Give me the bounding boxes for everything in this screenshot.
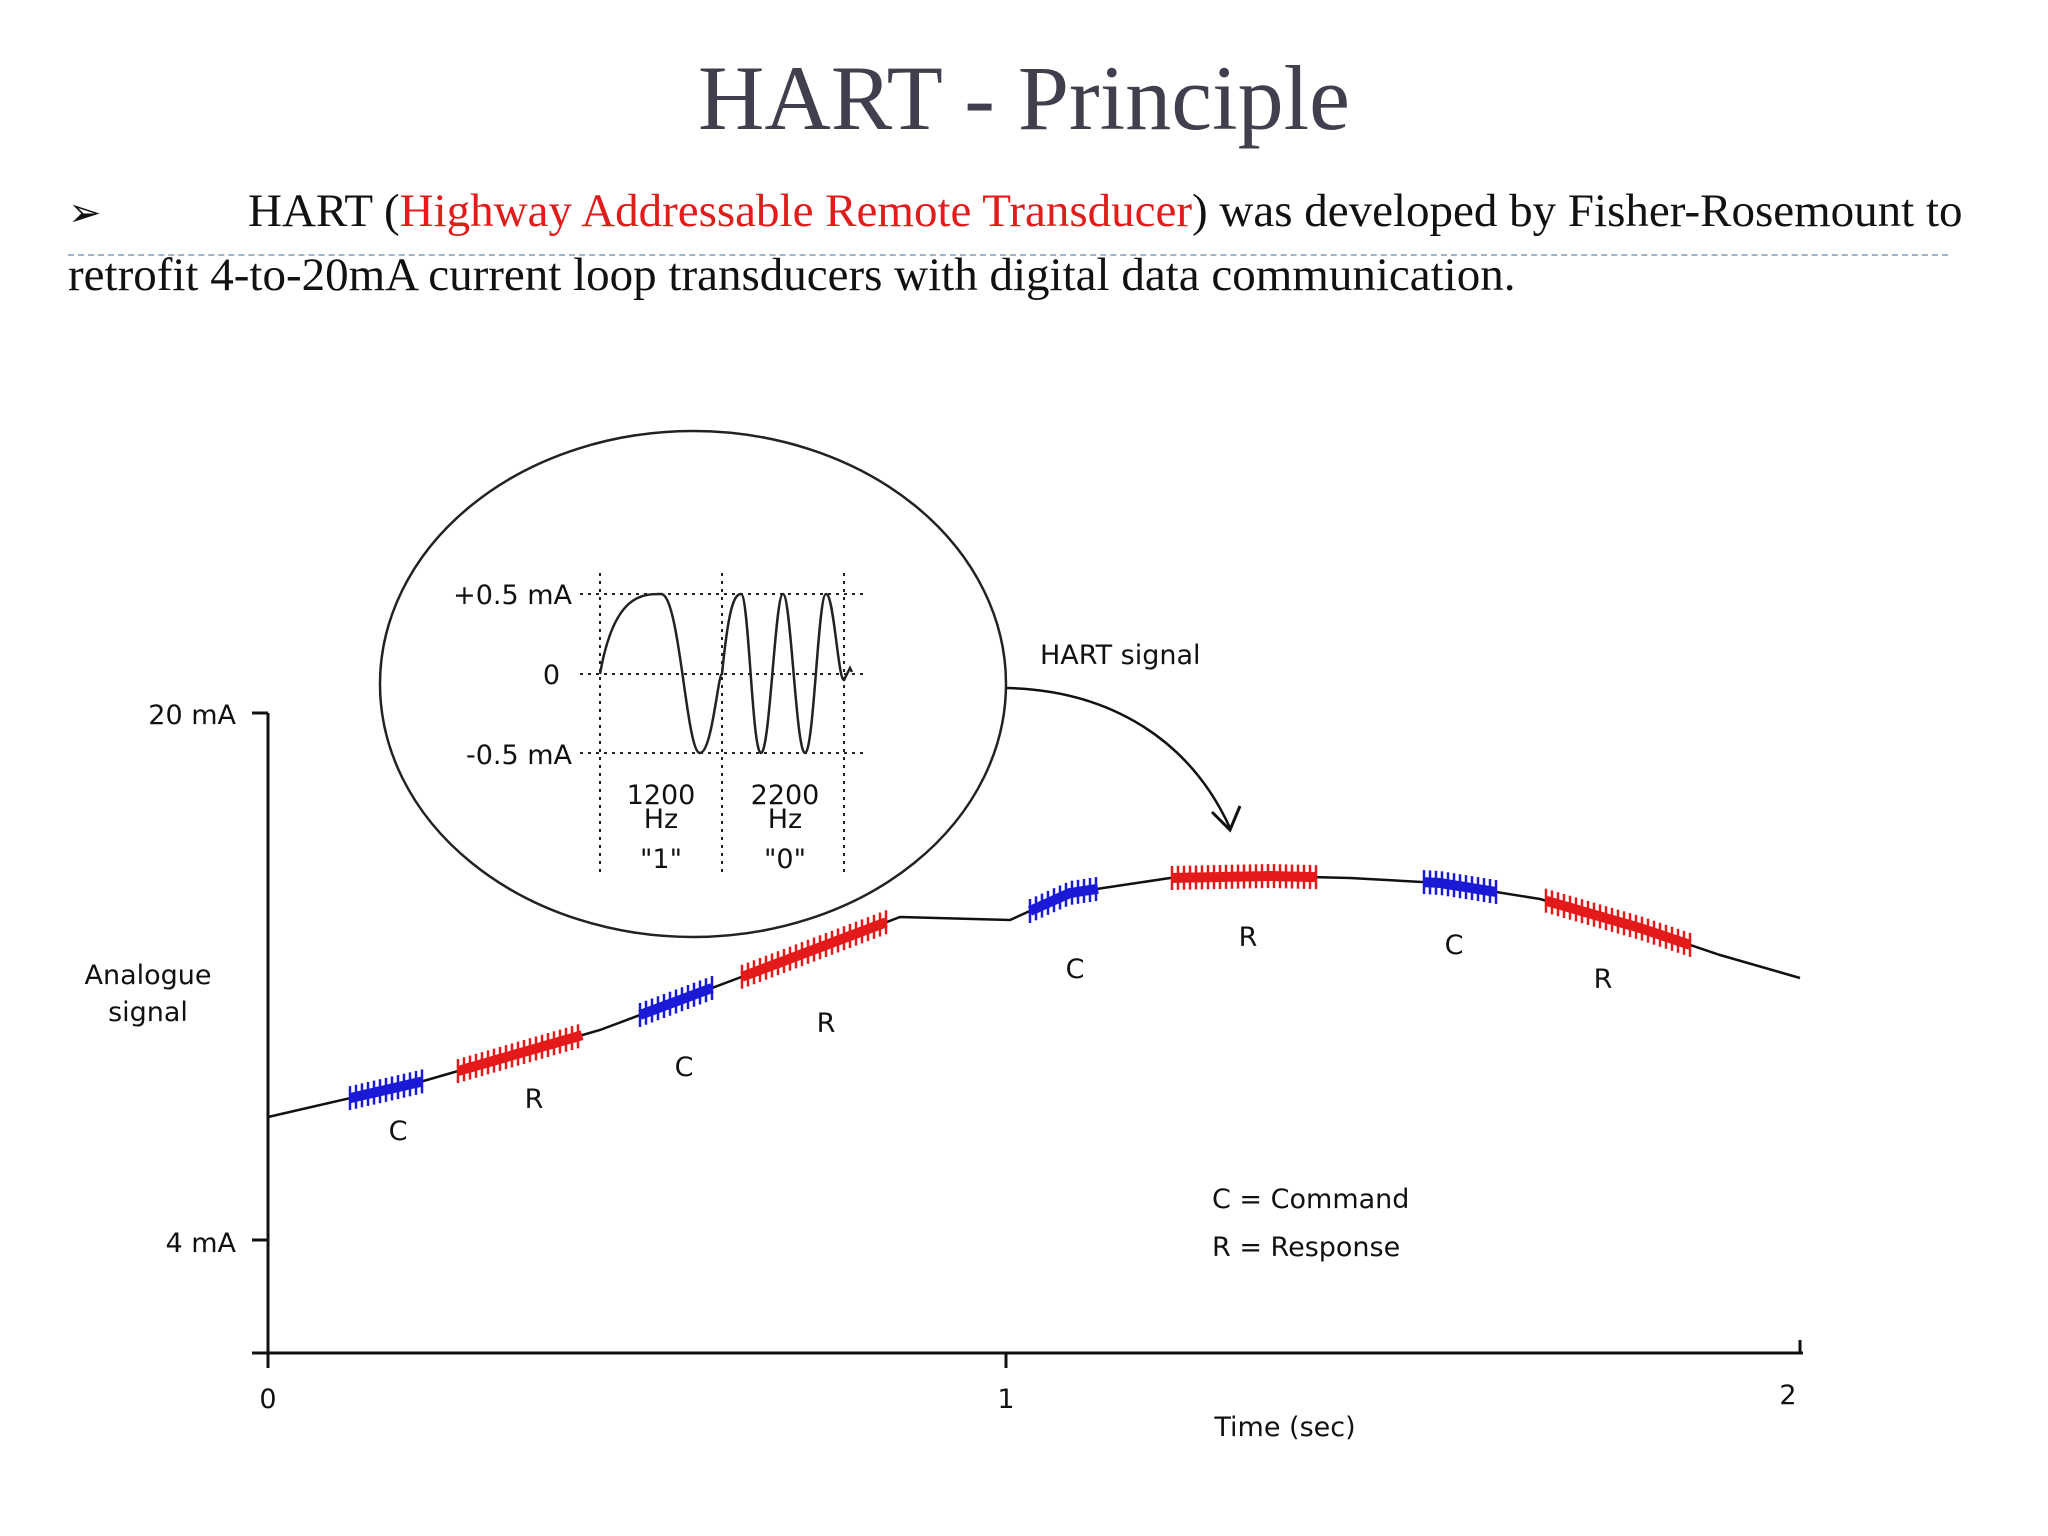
inset-label-pos: +0.5 mA xyxy=(453,580,572,611)
x-tick-label-0: 0 xyxy=(259,1384,276,1415)
response-segment-band xyxy=(456,1030,584,1076)
hart-segments: C R C R C R C R xyxy=(348,864,1692,1147)
hart-signal-callout: HART signal xyxy=(1040,640,1201,671)
bullet-paragraph: ➢ HART (Highway Addressable Remote Transd… xyxy=(68,180,1998,307)
bullet-prefix: HART ( xyxy=(248,185,400,237)
inset-gridlines xyxy=(580,573,864,873)
response-segment: R xyxy=(1170,864,1318,953)
bullet-highlight: Highway Addressable Remote Transducer xyxy=(399,185,1193,237)
x-tick-label-2: 2 xyxy=(1779,1380,1796,1411)
command-segment: C xyxy=(638,976,714,1083)
inset-label-neg: -0.5 mA xyxy=(466,740,573,771)
freq2-unit: Hz xyxy=(768,804,802,835)
y-axis-title-line1: Analogue xyxy=(84,960,211,991)
command-segment: C xyxy=(348,1069,424,1147)
freq1-value: 1200 xyxy=(627,780,696,811)
response-segment: R xyxy=(456,1024,584,1115)
y-label-4ma: 4 mA xyxy=(165,1228,236,1259)
command-segment-label: C xyxy=(389,1116,408,1147)
command-segment-label: C xyxy=(1445,930,1464,961)
bullet-suffix: ) was developed by Fisher-Rosemount to r… xyxy=(68,185,1963,301)
slide-title: HART - Principle xyxy=(697,47,1351,149)
callout-arrowhead-icon xyxy=(1210,805,1242,833)
response-segment-label: R xyxy=(525,1084,544,1115)
response-segment-label: R xyxy=(817,1008,836,1039)
inset-ellipse xyxy=(378,429,1008,939)
legend-command: C = Command xyxy=(1212,1184,1409,1215)
freq1-unit: Hz xyxy=(644,804,678,835)
command-segment: C xyxy=(1027,877,1099,985)
callout-arrow xyxy=(1005,686,1232,829)
freq1-bit: "1" xyxy=(640,844,682,875)
command-segment-band xyxy=(1027,883,1099,916)
freq2-bit: "0" xyxy=(764,844,806,875)
fsk-waveform xyxy=(598,592,854,755)
x-tick-label-1: 1 xyxy=(997,1384,1014,1415)
response-segment-label: R xyxy=(1594,964,1613,995)
command-segment-label: C xyxy=(1066,954,1085,985)
bullet-arrow-icon: ➢ xyxy=(68,190,102,235)
x-axis-title: Time (sec) xyxy=(1213,1412,1355,1443)
y-label-20ma: 20 mA xyxy=(148,700,236,731)
hart-signal-inset: +0.5 mA 0 -0.5 mA 1200 Hz "1" 2200 Hz "0… xyxy=(378,429,1008,939)
title-divider xyxy=(68,254,1948,256)
response-segment: R xyxy=(740,910,888,1039)
legend-response: R = Response xyxy=(1212,1232,1400,1263)
freq2-value: 2200 xyxy=(751,780,820,811)
response-segment-label: R xyxy=(1239,922,1258,953)
y-axis-title-line2: signal xyxy=(108,997,188,1028)
command-segment: C xyxy=(1422,870,1498,961)
axes xyxy=(252,711,1803,1368)
inset-label-zero: 0 xyxy=(543,660,560,691)
response-segment: R xyxy=(1544,888,1692,995)
command-segment-label: C xyxy=(675,1052,694,1083)
